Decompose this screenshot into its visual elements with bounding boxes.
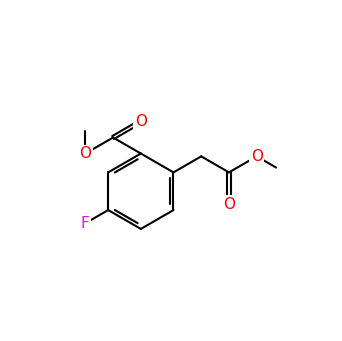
- Text: O: O: [79, 146, 91, 161]
- Text: O: O: [251, 149, 263, 164]
- Text: O: O: [223, 197, 235, 212]
- Text: F: F: [80, 216, 89, 231]
- Text: O: O: [135, 114, 147, 129]
